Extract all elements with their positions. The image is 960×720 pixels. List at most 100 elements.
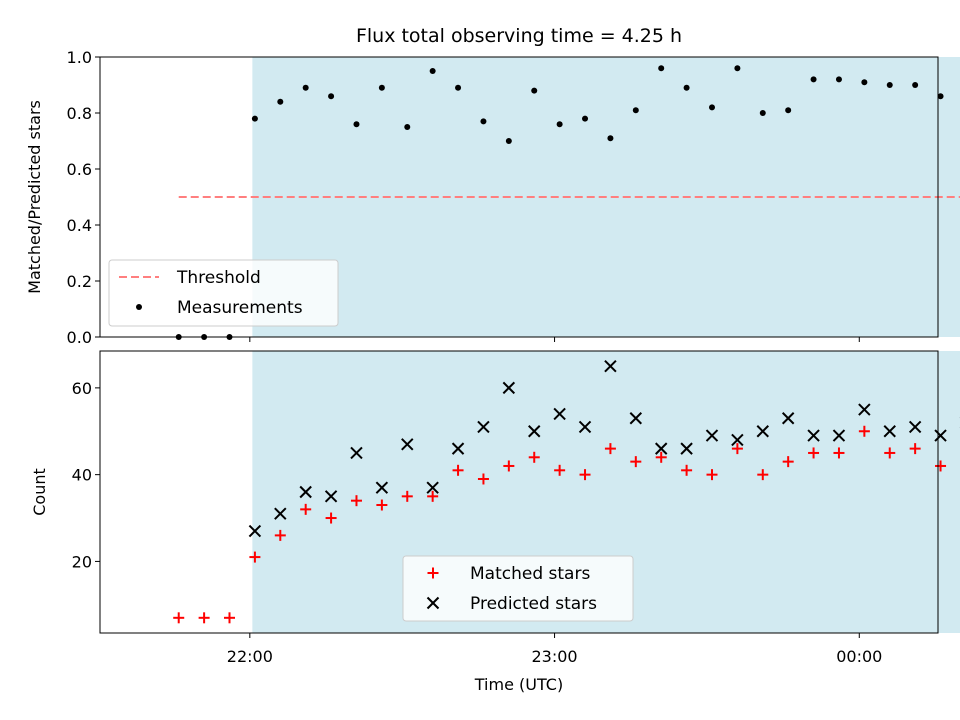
bottom-legend: Matched stars Predicted stars	[402, 555, 634, 622]
legend-x-mark	[426, 596, 440, 610]
predicted-point	[299, 485, 312, 499]
matched-point	[401, 490, 413, 502]
matched-point	[274, 529, 286, 541]
measurement-point	[785, 107, 792, 114]
top-x-ticks	[249, 337, 860, 342]
measurement-point	[912, 82, 919, 88]
bottom-y-axis-label: Count	[30, 468, 49, 516]
top-axes-frame	[99, 56, 939, 338]
matched-point	[300, 503, 312, 515]
matched-point	[249, 551, 261, 563]
predicted-point	[807, 429, 820, 442]
matched-point	[706, 469, 718, 481]
measurement-points	[175, 65, 944, 340]
measurement-point	[251, 115, 258, 122]
predicted-point	[248, 524, 262, 538]
predicted-point	[451, 442, 465, 455]
matched-point	[681, 464, 693, 476]
predicted-point	[832, 429, 846, 442]
matched-point	[528, 451, 540, 463]
bottom-y-ticks: 20 40 60	[72, 379, 100, 571]
predicted-point	[578, 420, 592, 434]
predicted-point	[426, 481, 439, 494]
measurement-point	[556, 121, 563, 128]
matched-point	[173, 612, 185, 624]
measurement-point	[429, 68, 436, 74]
matched-point	[630, 456, 642, 468]
measurement-point	[861, 79, 868, 86]
matched-point	[808, 447, 820, 459]
predicted-point	[502, 381, 516, 395]
x-tick-label: 23:00	[531, 647, 577, 666]
measurement-point	[404, 124, 411, 130]
predicted-point	[375, 481, 389, 494]
predicted-point	[528, 425, 541, 438]
predicted-point	[781, 412, 795, 425]
legend-plus-mark	[427, 567, 439, 579]
measurement-point	[683, 84, 690, 91]
matched-point	[757, 469, 769, 481]
predicted-point	[908, 420, 922, 434]
matched-point	[833, 447, 845, 459]
chart-title: Flux total observing time = 4.25 h	[356, 25, 682, 47]
predicted-point	[350, 446, 363, 460]
measurement-point	[708, 104, 715, 111]
predicted-point	[604, 359, 617, 373]
measurement-point	[353, 121, 360, 128]
matched-point	[554, 464, 566, 476]
measurement-point	[734, 65, 741, 72]
predicted-point	[731, 433, 744, 447]
matched-point	[350, 495, 362, 507]
legend-measurements-label: Measurements	[177, 298, 303, 318]
predicted-point	[680, 442, 693, 455]
measurement-point	[632, 107, 639, 114]
y-tick-label: 0.0	[67, 328, 92, 347]
predicted-point	[401, 438, 414, 451]
predicted-point	[934, 429, 947, 442]
predicted-point	[629, 412, 643, 425]
matched-point	[782, 456, 794, 468]
measurement-point	[455, 84, 462, 91]
x-tick-label: 00:00	[836, 647, 882, 666]
predicted-point	[654, 442, 668, 455]
measurement-point	[480, 118, 487, 125]
matched-point	[935, 460, 947, 472]
y-tick-label: 0.4	[67, 216, 92, 235]
legend-predicted-label: Predicted stars	[470, 594, 597, 614]
top-y-ticks: 0.0 0.2 0.4 0.6 0.8 1.0	[67, 48, 100, 347]
measurement-point	[759, 110, 766, 116]
y-tick-label: 0.2	[67, 272, 92, 291]
matched-point	[579, 469, 591, 481]
measurement-point	[810, 76, 817, 83]
legend-matched-label: Matched stars	[470, 564, 590, 584]
predicted-point	[274, 507, 287, 520]
legend-measurement-swatch	[136, 304, 142, 310]
measurement-point	[505, 138, 512, 144]
matched-point	[427, 490, 439, 502]
measurement-point	[886, 82, 893, 88]
measurement-point	[937, 93, 944, 100]
legend-predicted-swatch	[426, 596, 440, 610]
matched-point	[376, 499, 388, 511]
y-tick-label: 1.0	[67, 48, 92, 67]
matched-point	[477, 473, 489, 485]
y-tick-label: 0.6	[67, 160, 92, 179]
predicted-point	[324, 490, 338, 503]
matched-point	[452, 464, 464, 476]
top-legend: Threshold Measurements	[108, 259, 339, 327]
bottom-legend-box	[402, 555, 634, 622]
count-points	[173, 359, 960, 624]
y-tick-label: 40	[72, 466, 92, 485]
predicted-point	[477, 420, 490, 434]
matched-point	[604, 443, 616, 455]
measurement-point	[531, 87, 538, 94]
measurement-point	[607, 135, 614, 142]
x-tick-label: 22:00	[227, 647, 273, 666]
matched-point	[325, 512, 337, 524]
predicted-point	[553, 407, 566, 421]
x-axis-label: Time (UTC)	[474, 675, 563, 694]
measurement-point	[277, 98, 284, 105]
